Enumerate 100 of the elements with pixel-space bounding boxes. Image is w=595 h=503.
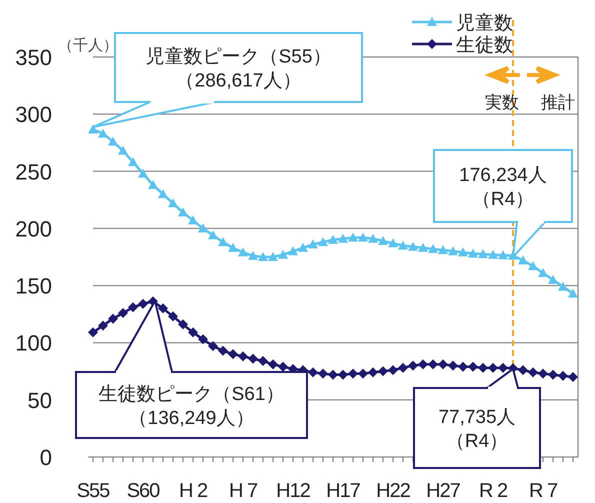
point xyxy=(198,334,208,344)
x-tick-label: H27 xyxy=(426,480,461,502)
annotation: 生徒数ピーク（S61）（136,249人） xyxy=(98,384,284,429)
point xyxy=(408,360,418,371)
point xyxy=(358,368,368,379)
point xyxy=(118,146,128,155)
point xyxy=(388,238,398,248)
point xyxy=(558,370,568,381)
point xyxy=(428,244,438,253)
y-tick-label: 50 xyxy=(28,388,52,413)
x-tick-label: R 2 xyxy=(478,480,508,502)
legend-label: 児童数 xyxy=(456,12,513,34)
annotation: 児童数ピーク（S55）（286,617人） xyxy=(146,46,332,92)
point xyxy=(378,366,388,376)
point xyxy=(488,362,498,373)
point xyxy=(488,250,498,259)
point xyxy=(88,327,98,338)
point xyxy=(408,242,418,251)
point xyxy=(98,320,108,331)
point xyxy=(468,248,478,258)
point xyxy=(568,372,578,382)
point xyxy=(518,365,528,376)
point xyxy=(568,288,578,298)
point xyxy=(118,308,128,318)
point xyxy=(438,245,448,254)
y-axis-title: （千人） xyxy=(58,37,118,54)
point xyxy=(208,341,218,352)
point xyxy=(548,274,558,284)
point xyxy=(528,367,538,378)
y-tick-label: 200 xyxy=(15,216,52,242)
point xyxy=(228,349,238,360)
y-tick-label: 100 xyxy=(15,330,52,356)
point xyxy=(318,368,328,379)
x-tick-label: H17 xyxy=(326,480,361,502)
point xyxy=(468,362,478,372)
point xyxy=(208,230,218,240)
point xyxy=(528,261,538,270)
point xyxy=(338,234,348,243)
point xyxy=(128,302,138,312)
y-tick-label: 300 xyxy=(15,102,52,128)
point xyxy=(418,242,428,252)
point xyxy=(348,232,358,242)
point xyxy=(108,136,118,146)
annotation: 77,735人（R4） xyxy=(438,407,516,452)
point xyxy=(138,168,148,178)
point xyxy=(248,354,258,364)
x-tick-label: S60 xyxy=(126,480,160,502)
x-tick-label: H22 xyxy=(376,480,411,502)
point xyxy=(368,367,378,378)
point xyxy=(368,234,378,243)
point xyxy=(428,359,438,370)
point xyxy=(298,242,308,252)
point xyxy=(138,298,148,309)
point xyxy=(158,189,168,198)
point xyxy=(108,314,118,324)
point xyxy=(458,247,468,256)
point xyxy=(518,255,528,264)
point xyxy=(318,237,328,246)
point xyxy=(288,246,298,256)
point xyxy=(538,268,548,277)
point xyxy=(228,242,238,252)
point xyxy=(558,282,568,291)
x-tick-label: H 7 xyxy=(228,480,258,502)
point xyxy=(328,234,338,244)
point xyxy=(198,223,208,232)
x-tick-label: R 7 xyxy=(528,480,558,502)
point xyxy=(448,246,458,256)
point xyxy=(308,239,318,248)
point xyxy=(418,359,428,370)
point xyxy=(268,252,278,261)
point xyxy=(218,346,228,356)
point xyxy=(88,124,98,134)
point xyxy=(398,362,408,373)
point xyxy=(448,360,458,371)
x-tick-label: H 2 xyxy=(178,480,208,502)
point xyxy=(478,249,488,258)
point xyxy=(278,250,288,259)
point xyxy=(498,250,508,260)
point xyxy=(178,319,188,330)
y-tick-label: 250 xyxy=(15,159,52,184)
point xyxy=(238,351,248,362)
point xyxy=(158,303,168,314)
point xyxy=(218,237,228,246)
point xyxy=(258,252,268,261)
point xyxy=(548,370,558,380)
point xyxy=(438,359,448,370)
annotation: 推計 xyxy=(541,93,575,112)
x-tick-label: S55 xyxy=(76,480,110,502)
point xyxy=(98,128,108,138)
point xyxy=(388,365,398,376)
y-tick-label: 0 xyxy=(40,445,52,470)
point xyxy=(238,247,248,256)
x-tick-label: H12 xyxy=(276,480,311,502)
point xyxy=(188,327,198,338)
point xyxy=(358,232,368,242)
point xyxy=(348,368,358,379)
point xyxy=(148,180,158,189)
point xyxy=(168,311,178,322)
annotation: 実数 xyxy=(485,93,519,112)
point xyxy=(398,240,408,250)
